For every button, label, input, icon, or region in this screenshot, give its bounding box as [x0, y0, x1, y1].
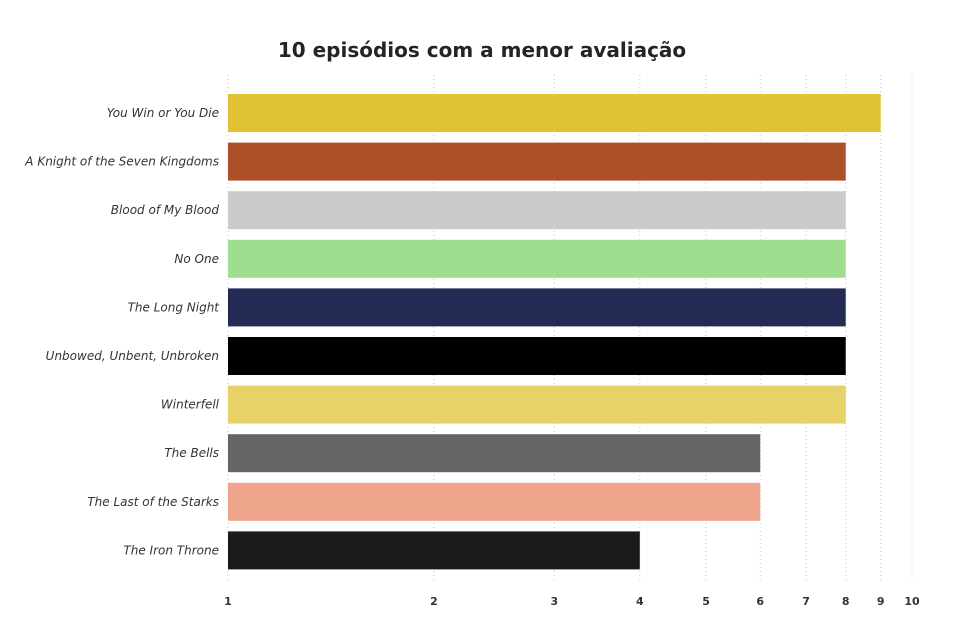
bar[interactable]	[228, 142, 846, 181]
x-tick-label: 8	[842, 595, 850, 608]
category-label: The Last of the Starks	[87, 495, 219, 509]
category-label: Winterfell	[161, 398, 220, 412]
category-label: You Win or You Die	[107, 106, 219, 120]
bar[interactable]	[228, 239, 846, 278]
x-axis-ticks: 1 2 3 4 5 6 7 8 9 10	[224, 595, 920, 608]
x-tick-label: 6	[756, 595, 764, 608]
bars	[228, 94, 881, 570]
category-label: Blood of My Blood	[111, 203, 220, 217]
category-label: A Knight of the Seven Kingdoms	[24, 155, 219, 169]
bar[interactable]	[228, 482, 761, 521]
chart-title: 10 episódios com a menor avaliação	[277, 38, 687, 62]
bar[interactable]	[228, 434, 761, 473]
category-labels: You Win or You Die A Knight of the Seven …	[24, 106, 220, 557]
bar[interactable]	[228, 337, 846, 375]
x-tick-label: 9	[877, 595, 885, 608]
category-label: No One	[174, 252, 219, 266]
x-tick-label: 4	[636, 595, 644, 608]
x-tick-label: 2	[430, 595, 438, 608]
category-label: The Bells	[164, 446, 219, 460]
category-label: The Long Night	[128, 300, 221, 314]
x-tick-label: 7	[802, 595, 810, 608]
category-label: Unbowed, Unbent, Unbroken	[46, 349, 219, 363]
x-tick-label: 1	[224, 595, 232, 608]
bar[interactable]	[228, 531, 640, 570]
x-tick-label: 3	[551, 595, 559, 608]
bar[interactable]	[228, 288, 846, 327]
bar[interactable]	[228, 94, 881, 132]
x-tick-label: 10	[904, 595, 920, 608]
bar[interactable]	[228, 191, 846, 230]
bar[interactable]	[228, 385, 846, 424]
x-tick-label: 5	[702, 595, 710, 608]
category-label: The Iron Throne	[123, 543, 219, 557]
